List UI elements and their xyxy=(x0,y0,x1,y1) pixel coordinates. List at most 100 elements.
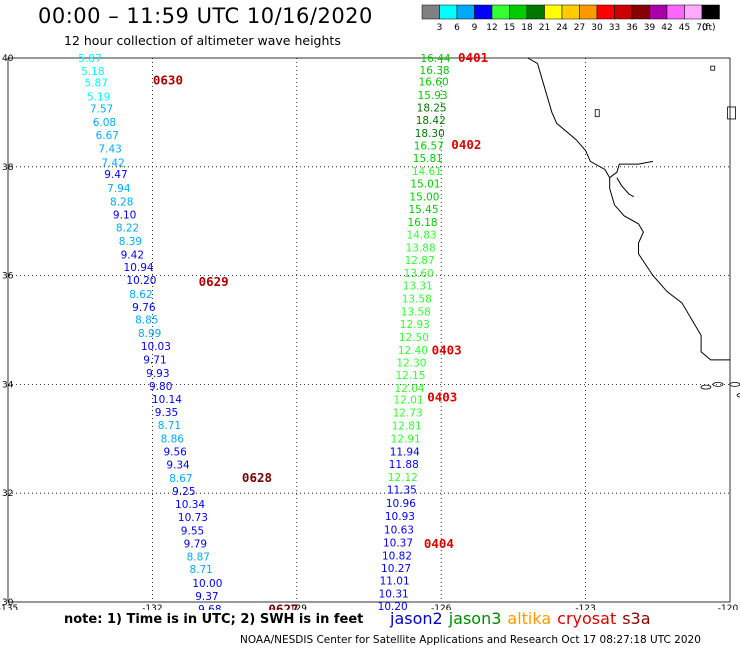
swh-value: 18.30 xyxy=(415,128,445,140)
swh-value: 8.67 xyxy=(169,473,192,485)
swh-value: 9.10 xyxy=(113,209,136,221)
swh-value: 10.03 xyxy=(141,341,171,353)
scale-tick-label: 39 xyxy=(644,23,656,33)
swh-value: 12.93 xyxy=(400,319,430,331)
swh-value: 9.71 xyxy=(143,355,166,367)
swh-value: 12.50 xyxy=(399,332,429,344)
swh-value: 15.45 xyxy=(408,204,438,216)
swh-value: 10.27 xyxy=(381,563,411,575)
swh-value: 16.60 xyxy=(419,77,449,89)
swh-value: 10.00 xyxy=(192,578,222,590)
swh-value: 14.83 xyxy=(407,230,437,242)
coastline xyxy=(527,57,730,361)
swh-value: 13.88 xyxy=(406,243,436,255)
swh-value: 11.01 xyxy=(380,576,410,588)
swh-value: 9.37 xyxy=(195,591,218,603)
swh-value: 8.62 xyxy=(129,289,152,301)
swh-value: 5.87 xyxy=(78,53,101,65)
swh-value: 12.81 xyxy=(392,421,422,433)
scale-tick-label: 24 xyxy=(556,23,568,33)
swh-value: 5.18 xyxy=(81,66,104,78)
swh-value: 9.35 xyxy=(155,407,178,419)
swh-value: 10.20 xyxy=(126,275,156,287)
swh-value: 9.79 xyxy=(184,539,207,551)
pass-label: 0629 xyxy=(199,274,229,289)
lake-outline xyxy=(710,65,716,71)
swh-value: 8.39 xyxy=(119,236,142,248)
swh-value: 5.19 xyxy=(87,91,110,103)
lon-label: -120 xyxy=(718,604,739,610)
swh-value: 9.56 xyxy=(163,447,187,459)
pass-label: 0402 xyxy=(451,137,481,152)
lat-label: 40 xyxy=(2,54,14,64)
swh-value: 10.20 xyxy=(378,601,408,610)
swh-value: 8.22 xyxy=(116,223,139,235)
swh-value: 8.85 xyxy=(135,314,158,326)
swh-value: 12.91 xyxy=(391,434,421,446)
swh-value: 16.18 xyxy=(408,217,438,229)
legend-item-s3a: s3a xyxy=(622,609,651,628)
satellite-legend: jason2 jason3 altika cryosat s3a xyxy=(390,609,657,628)
swh-value: 10.93 xyxy=(385,511,415,523)
swh-value: 9.55 xyxy=(181,526,204,538)
island-outline xyxy=(712,381,724,387)
swh-value: 18.25 xyxy=(417,102,447,114)
swh-value: 13.58 xyxy=(402,293,432,305)
swh-value: 7.43 xyxy=(98,144,121,156)
swh-value: 16.57 xyxy=(414,140,444,152)
swh-value: 5.87 xyxy=(85,77,108,89)
scale-tick-label: 9 xyxy=(472,23,478,33)
swh-value: 11.94 xyxy=(390,447,420,459)
pass-label: 0630 xyxy=(153,73,183,88)
swh-value: 6.67 xyxy=(96,130,119,142)
swh-value: 16.44 xyxy=(421,53,451,65)
map-frame xyxy=(7,57,731,603)
bay-shoreline xyxy=(609,160,654,179)
credit-line: NOAA/NESDIS Center for Satellite Applica… xyxy=(240,634,701,646)
lat-label: 36 xyxy=(2,272,14,282)
scale-tick-label: 36 xyxy=(626,23,638,33)
legend-item-cryosat: cryosat xyxy=(557,609,617,628)
pass-label: 0403 xyxy=(432,342,462,357)
swh-value: 12.04 xyxy=(395,383,425,395)
scale-tick-label: 15 xyxy=(504,23,515,33)
swh-value: 15.81 xyxy=(413,153,443,165)
swh-value: 10.34 xyxy=(175,499,205,511)
swh-value: 12.01 xyxy=(394,394,424,406)
lat-label: 32 xyxy=(2,489,13,499)
swh-value: 10.82 xyxy=(382,551,412,563)
scale-tick-label: 27 xyxy=(574,23,585,33)
lat-label: 34 xyxy=(2,380,14,390)
scale-tick-label: 30 xyxy=(591,23,603,33)
scale-tick-label: 12 xyxy=(486,23,497,33)
swh-value: 10.94 xyxy=(124,262,154,274)
swh-value: 14.61 xyxy=(412,166,442,178)
swh-value: 10.31 xyxy=(379,589,409,601)
swh-value: 10.63 xyxy=(384,524,414,536)
island-outline xyxy=(729,382,740,387)
island-outline xyxy=(700,384,712,390)
scale-tick-label: 18 xyxy=(521,23,533,33)
swh-value: 12.87 xyxy=(405,255,435,267)
swh-value: 9.80 xyxy=(149,381,172,393)
map-subtitle: 12 hour collection of altimeter wave hei… xyxy=(64,33,341,48)
scale-tick-label: 6 xyxy=(454,23,460,33)
pass-label: 0401 xyxy=(458,50,488,65)
pass-label: 0404 xyxy=(424,536,454,551)
swh-value: 11.88 xyxy=(389,459,419,471)
scale-tick-label: 70 xyxy=(696,23,708,33)
swh-value: 8.28 xyxy=(110,196,133,208)
swh-value: 8.71 xyxy=(158,420,181,432)
swh-value: 10.73 xyxy=(178,512,208,524)
lat-label: 38 xyxy=(2,163,14,173)
swh-value: 8.99 xyxy=(138,328,161,340)
lon-label: -123 xyxy=(575,604,595,610)
swh-value: 9.76 xyxy=(132,302,156,314)
swh-value: 13.58 xyxy=(401,306,431,318)
swh-value: 18.42 xyxy=(416,115,446,127)
lon-label: -126 xyxy=(431,604,452,610)
swh-value: 9.47 xyxy=(104,169,127,181)
swh-value: 10.96 xyxy=(386,498,416,510)
swh-value: 9.42 xyxy=(121,250,144,262)
scale-tick-label: 33 xyxy=(609,23,620,33)
